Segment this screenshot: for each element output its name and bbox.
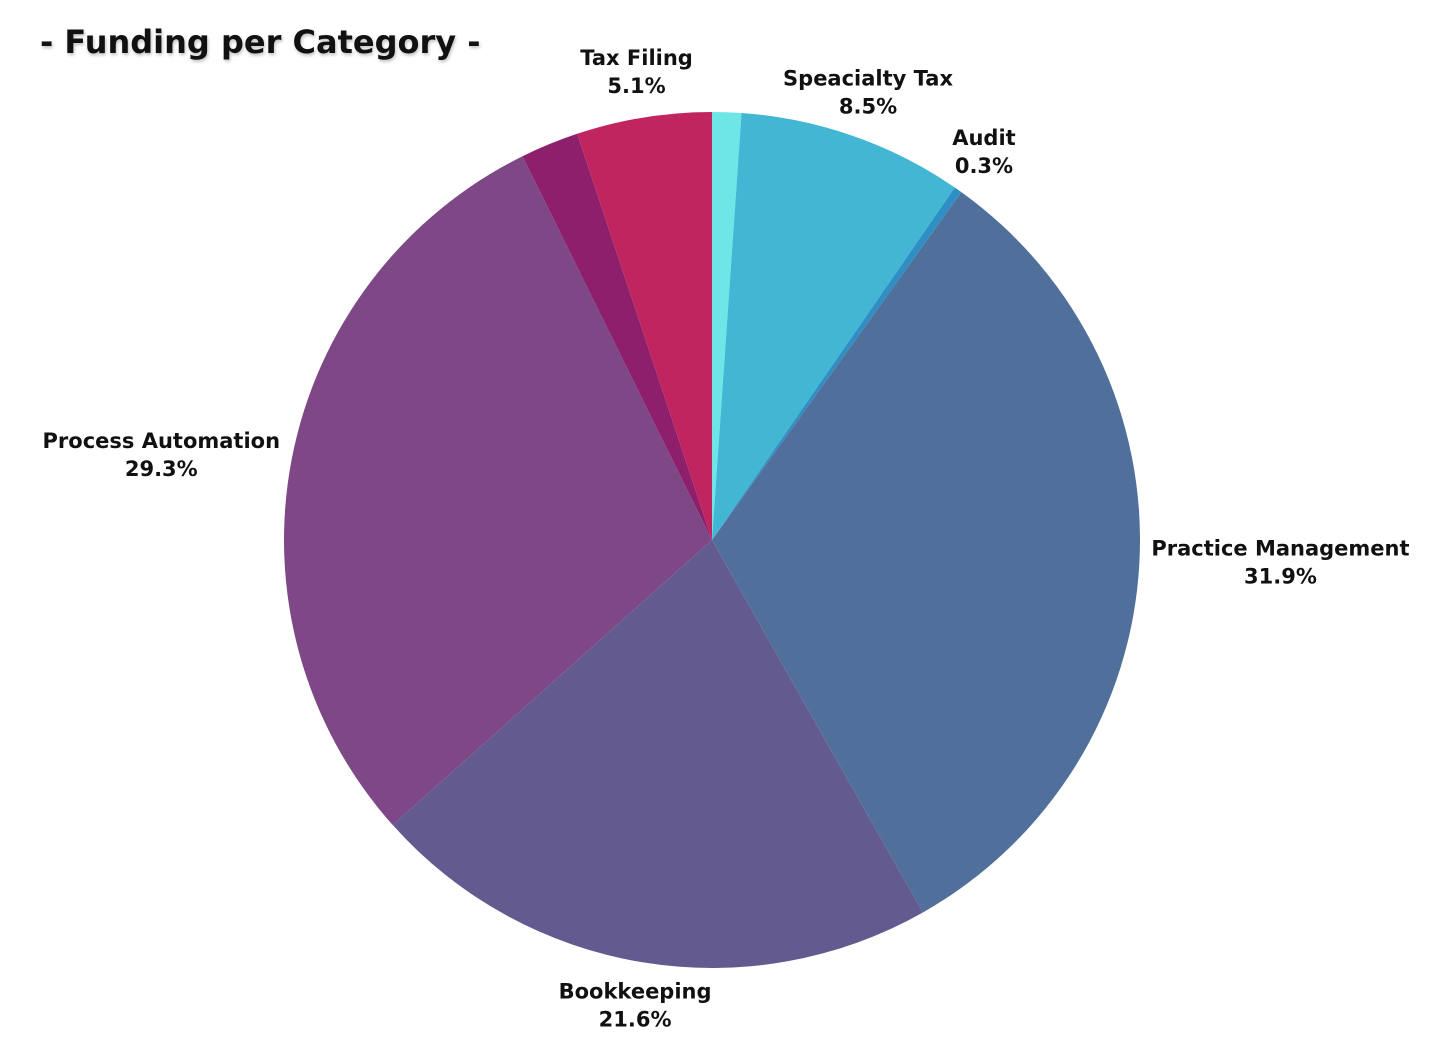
chart-title: - Funding per Category - [40, 23, 481, 61]
pie-slice [522, 133, 712, 540]
slice-label: Speacialty Tax [783, 66, 953, 90]
slice-value-label: 29.3% [125, 457, 198, 481]
slice-label: Practice Management [1151, 536, 1409, 560]
slice-value-label: 0.3% [955, 154, 1013, 178]
pie-slice [577, 112, 712, 540]
pie-slice [392, 540, 923, 968]
pie-slice [712, 192, 1140, 913]
slice-label: Tax Filing [580, 46, 693, 70]
slice-label: Process Automation [43, 429, 281, 453]
slice-value-label: 5.1% [607, 74, 665, 98]
pie-slice [712, 113, 955, 540]
slice-label: Bookkeeping [559, 980, 712, 1004]
pie-slice [284, 156, 712, 826]
slice-value-label: 21.6% [599, 1008, 672, 1032]
pie-slice [712, 112, 742, 540]
slice-value-label: 8.5% [839, 94, 897, 118]
slice-value-label: 31.9% [1244, 564, 1317, 588]
slice-label: Audit [952, 126, 1015, 150]
pie-slice [712, 187, 962, 540]
